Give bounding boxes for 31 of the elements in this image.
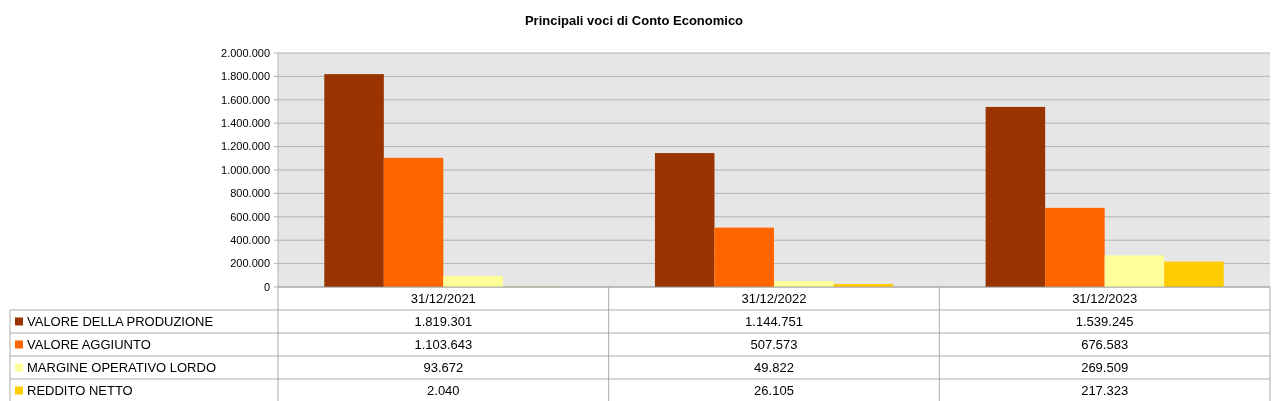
data-label: 93.672 [423,360,464,376]
data-label: 676.583 [1081,337,1129,353]
chart-title: Principali voci di Conto Economico [524,13,744,28]
data-label: 1.539.245 [1075,314,1134,330]
data-label: 26.105 [754,383,794,399]
data-label: 49.822 [754,360,794,376]
data-label: 1.144.751 [745,314,803,330]
y-tick-label: 200.000 [230,257,270,270]
y-tick-label: 600.000 [230,210,270,223]
data-label: 217.323 [1081,383,1129,399]
legend-label: REDDITO NETTO [27,383,133,399]
data-label: 269.509 [1081,360,1129,376]
legend-label: VALORE AGGIUNTO [27,337,151,353]
data-label: 2.040 [427,383,460,399]
x-tick-label: 31/12/2021 [410,291,476,307]
y-tick-label: 800.000 [230,187,270,200]
y-tick-label: 1.000.000 [221,163,270,176]
x-tick-label: 31/12/2022 [741,291,807,307]
legend-label: VALORE DELLA PRODUZIONE [27,314,214,330]
data-label: 507.573 [750,337,798,353]
y-tick-label: 2.000.000 [221,46,270,59]
x-tick-label: 31/12/2023 [1072,291,1138,307]
y-tick-label: 1.400.000 [221,117,270,130]
y-tick-label: 1.600.000 [221,93,270,106]
y-tick-label: 400.000 [230,234,270,247]
legend-label: MARGINE OPERATIVO LORDO [27,360,217,376]
y-tick-label: 1.800.000 [221,70,270,83]
y-tick-label: 0 [263,280,270,293]
data-label: 1.819.301 [414,314,473,330]
data-label: 1.103.643 [414,337,473,353]
y-tick-label: 1.200.000 [221,140,270,153]
